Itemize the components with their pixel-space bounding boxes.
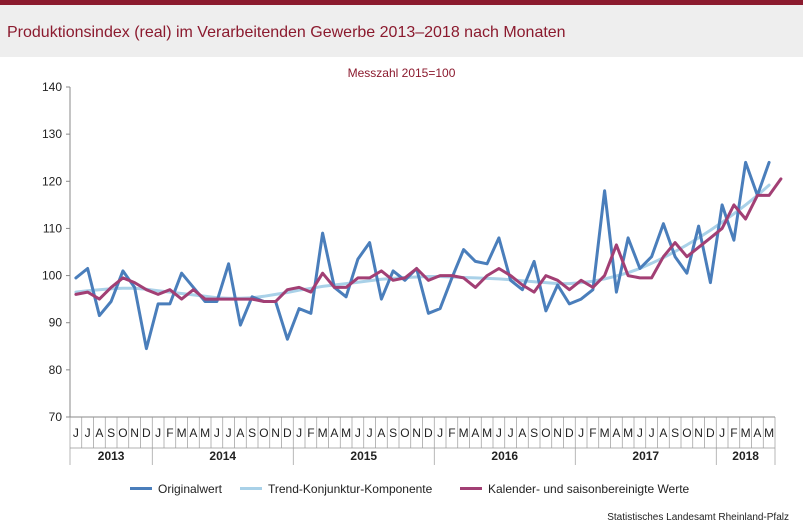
x-month-label: A — [189, 426, 197, 440]
x-month-label: F — [589, 426, 596, 440]
x-month-label: J — [85, 426, 91, 440]
x-month-label: J — [496, 426, 502, 440]
x-month-label: A — [612, 426, 620, 440]
year-label: 2018 — [732, 449, 759, 463]
x-month-label: M — [318, 426, 328, 440]
x-month-label: J — [437, 426, 443, 440]
x-month-label: J — [155, 426, 161, 440]
x-month-label: M — [600, 426, 610, 440]
x-month-label: N — [271, 426, 280, 440]
x-month-label: J — [296, 426, 302, 440]
legend-label-saison: Kalender- und saisonbereinigte Werte — [488, 482, 690, 496]
x-month-label: S — [389, 426, 397, 440]
chart-subtitle: Messzahl 2015=100 — [347, 66, 456, 80]
x-month-label: A — [95, 426, 103, 440]
x-month-label: F — [730, 426, 737, 440]
series-line-saisonbereinigt — [74, 177, 783, 303]
x-month-label: A — [330, 426, 338, 440]
y-tick-label: 130 — [42, 127, 62, 141]
source-note: Statistisches Landesamt Rheinland-Pfalz — [607, 512, 789, 523]
title-bar: Produktionsindex (real) im Verarbeitende… — [0, 5, 803, 57]
x-month-label: N — [412, 426, 421, 440]
x-month-label: F — [307, 426, 314, 440]
x-month-label: D — [142, 426, 151, 440]
x-month-label: S — [530, 426, 538, 440]
y-tick-label: 70 — [49, 410, 63, 424]
x-month-label: M — [741, 426, 751, 440]
series-line-originalwert — [74, 160, 771, 351]
x-month-label: J — [649, 426, 655, 440]
legend-item-originalwert: Originalwert — [130, 482, 222, 496]
y-tick-label: 80 — [49, 363, 63, 377]
year-label: 2013 — [98, 449, 125, 463]
legend-swatch-trend — [240, 487, 262, 491]
x-month-label: A — [659, 426, 667, 440]
x-month-label: J — [637, 426, 643, 440]
year-label: 2015 — [350, 449, 377, 463]
series-line-trend — [74, 183, 771, 300]
x-month-label: S — [671, 426, 679, 440]
x-month-label: J — [214, 426, 220, 440]
x-month-label: F — [166, 426, 173, 440]
y-tick-label: 120 — [42, 174, 62, 188]
x-month-label: D — [565, 426, 574, 440]
x-month-label: S — [248, 426, 256, 440]
x-month-label: O — [682, 426, 691, 440]
chart-title: Produktionsindex (real) im Verarbeitende… — [7, 24, 566, 41]
x-month-label: A — [236, 426, 244, 440]
chart-legend: Originalwert Trend-Konjunktur-Komponente… — [0, 482, 803, 498]
x-month-label: M — [341, 426, 351, 440]
x-month-label: M — [200, 426, 210, 440]
x-month-label: O — [400, 426, 409, 440]
year-label: 2014 — [209, 449, 236, 463]
x-month-label: F — [448, 426, 455, 440]
x-month-label: M — [459, 426, 469, 440]
x-month-label: D — [424, 426, 433, 440]
x-month-label: D — [706, 426, 715, 440]
year-label: 2016 — [491, 449, 518, 463]
y-tick-label: 100 — [42, 269, 62, 283]
y-tick-label: 90 — [49, 316, 63, 330]
x-month-label: J — [719, 426, 725, 440]
legend-label-original: Originalwert — [158, 482, 223, 496]
x-month-label: A — [377, 426, 385, 440]
year-label: 2017 — [632, 449, 659, 463]
x-month-label: S — [107, 426, 115, 440]
x-month-label: J — [508, 426, 514, 440]
x-month-label: M — [177, 426, 187, 440]
legend-swatch-saison — [460, 487, 482, 491]
x-month-label: J — [367, 426, 373, 440]
x-month-label: M — [482, 426, 492, 440]
x-month-label: A — [753, 426, 761, 440]
x-month-label: O — [541, 426, 550, 440]
x-month-label: N — [694, 426, 703, 440]
x-month-label: J — [73, 426, 79, 440]
x-month-label: O — [259, 426, 268, 440]
x-month-label: J — [578, 426, 584, 440]
x-month-label: J — [355, 426, 361, 440]
legend-item-trend: Trend-Konjunktur-Komponente — [240, 482, 432, 496]
x-month-label: A — [518, 426, 526, 440]
x-month-label: J — [226, 426, 232, 440]
x-month-label: O — [118, 426, 127, 440]
top-accent-bar — [0, 0, 803, 5]
legend-label-trend: Trend-Konjunktur-Komponente — [268, 482, 433, 496]
legend-swatch-original — [130, 487, 152, 491]
y-tick-label: 110 — [43, 221, 62, 235]
x-month-label: D — [283, 426, 292, 440]
x-month-label: N — [553, 426, 562, 440]
y-tick-label: 140 — [42, 80, 62, 94]
x-month-label: N — [130, 426, 139, 440]
x-month-label: M — [623, 426, 633, 440]
x-month-label: M — [764, 426, 774, 440]
x-month-label: A — [471, 426, 479, 440]
legend-item-saison: Kalender- und saisonbereinigte Werte — [460, 482, 689, 496]
